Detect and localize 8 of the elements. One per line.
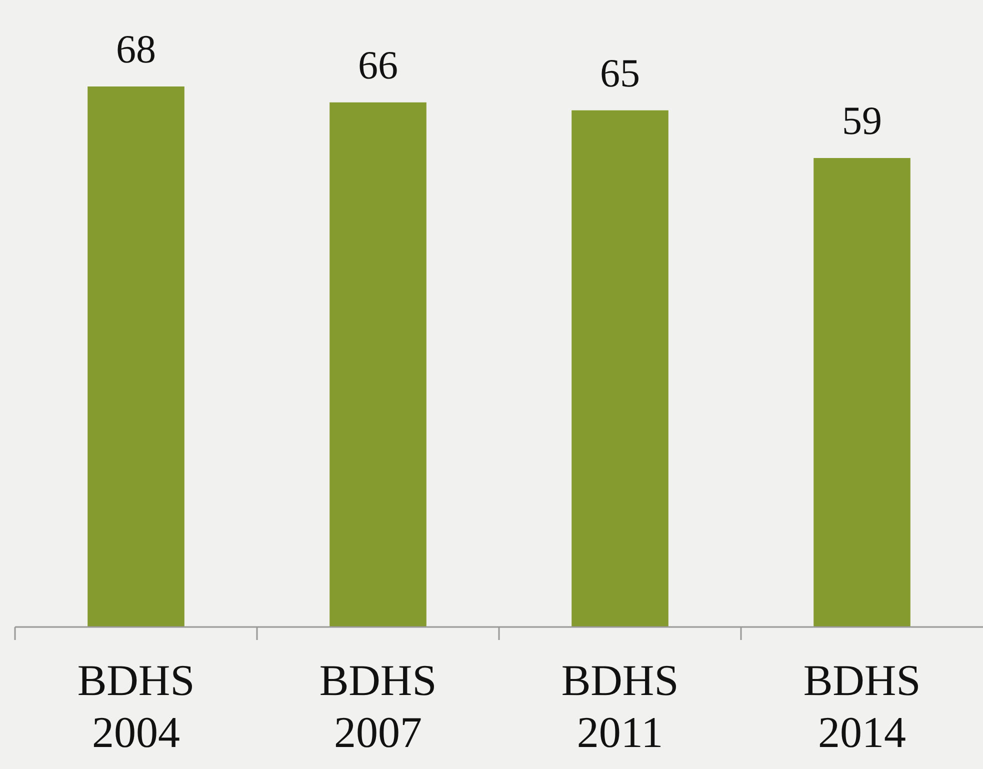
x-tick-label: BDHS 2014 [803,656,921,757]
x-tick-label: BDHS 2007 [319,656,437,757]
x-tick-label: BDHS 2004 [77,656,195,757]
data-label: 65 [600,50,640,96]
data-label: 59 [842,98,882,144]
data-label: 68 [116,26,156,72]
data-label: 66 [358,42,398,88]
x-tick-label: BDHS 2011 [561,656,679,757]
